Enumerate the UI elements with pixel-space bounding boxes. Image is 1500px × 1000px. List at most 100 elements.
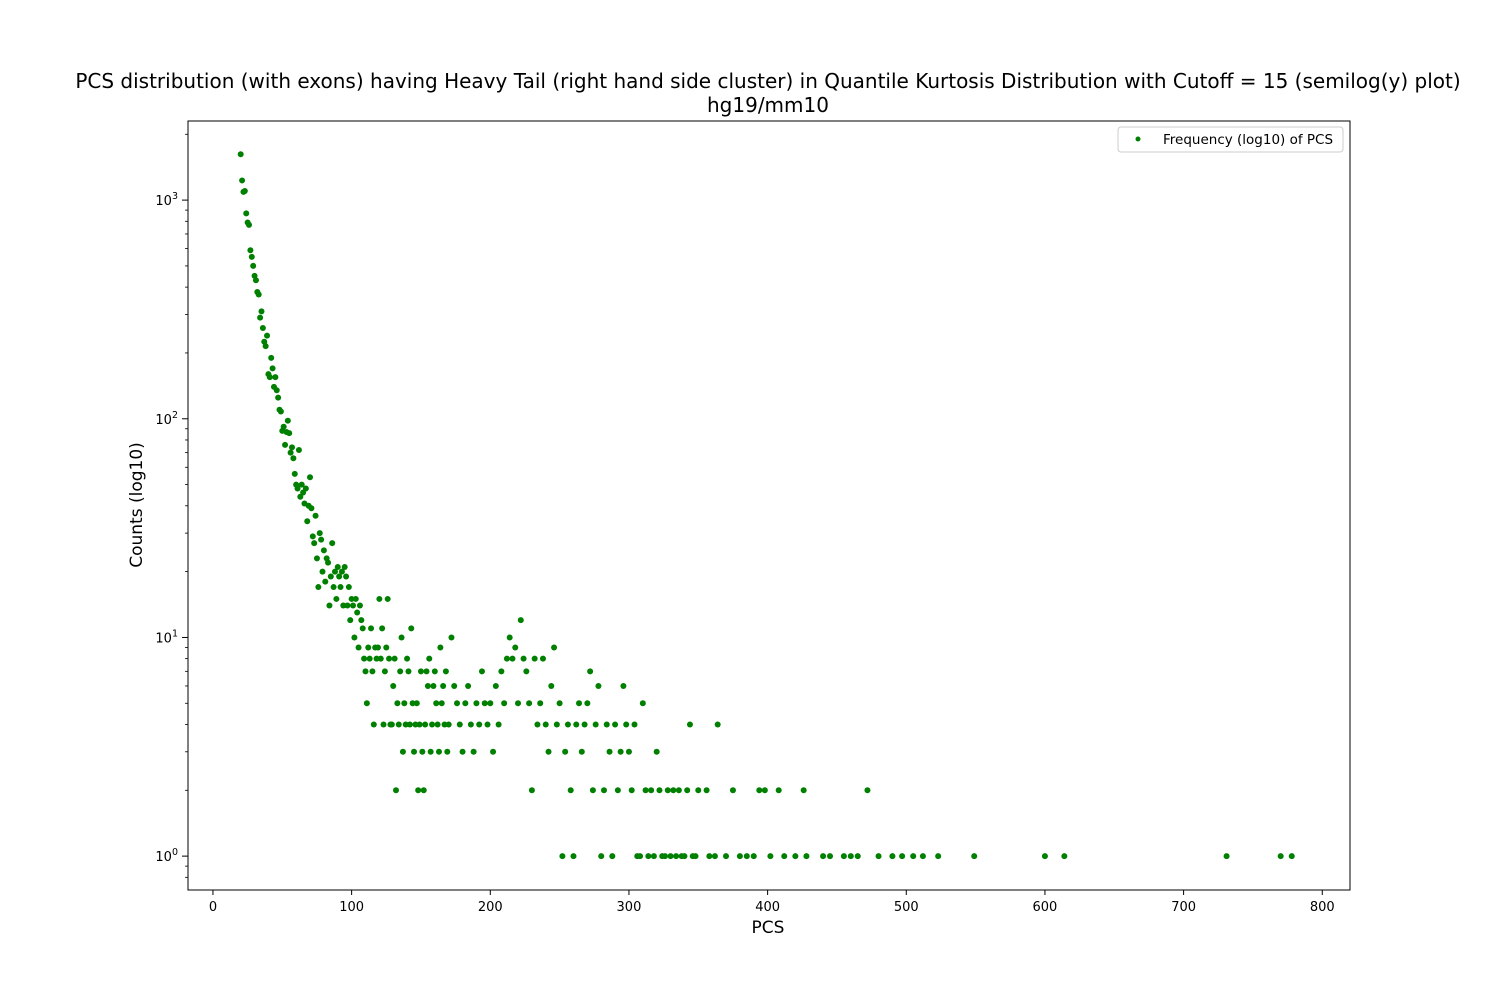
data-point	[800, 787, 807, 794]
data-point	[355, 644, 362, 651]
data-point	[275, 394, 282, 401]
data-point	[711, 853, 718, 860]
data-point	[359, 625, 366, 632]
data-point	[282, 441, 289, 448]
data-point	[423, 668, 430, 675]
data-point	[467, 721, 474, 728]
data-point	[374, 644, 381, 651]
data-point	[351, 634, 358, 641]
data-point	[792, 853, 799, 860]
data-point	[1223, 853, 1230, 860]
data-point	[237, 151, 244, 158]
data-point	[297, 493, 304, 500]
data-point	[377, 655, 384, 662]
data-point	[534, 721, 541, 728]
data-point	[379, 625, 386, 632]
data-point	[729, 787, 736, 794]
x-tick-label: 600	[1033, 900, 1058, 915]
data-point	[743, 853, 750, 860]
data-point	[354, 609, 361, 616]
data-point	[854, 853, 861, 860]
data-point	[419, 748, 426, 755]
data-point	[250, 262, 257, 269]
data-point	[259, 325, 266, 332]
data-point	[433, 700, 440, 707]
data-point	[503, 655, 510, 662]
data-point	[512, 644, 519, 651]
data-point	[326, 602, 333, 609]
data-point	[820, 853, 827, 860]
data-point	[595, 682, 602, 689]
data-point	[386, 655, 393, 662]
data-point	[402, 721, 409, 728]
data-point	[614, 787, 621, 794]
data-point	[827, 853, 834, 860]
data-point	[295, 446, 302, 453]
x-tick-label: 0	[209, 900, 217, 915]
data-point	[576, 700, 583, 707]
data-point	[600, 787, 607, 794]
data-point	[273, 387, 280, 394]
data-point	[307, 474, 314, 481]
data-point	[454, 700, 461, 707]
x-axis-label: PCS	[752, 918, 785, 938]
data-point	[298, 481, 305, 488]
data-point	[388, 721, 395, 728]
data-point	[545, 748, 552, 755]
data-point	[1061, 853, 1068, 860]
data-point	[487, 700, 494, 707]
data-point	[847, 853, 854, 860]
data-point	[315, 584, 322, 591]
data-point	[352, 595, 359, 602]
data-point	[318, 536, 325, 543]
data-point	[589, 787, 596, 794]
x-tick-label: 400	[755, 900, 780, 915]
y-tick-label: 101	[155, 628, 178, 646]
data-point	[427, 748, 434, 755]
data-point	[553, 721, 560, 728]
data-point	[465, 682, 472, 689]
data-point	[506, 634, 513, 641]
data-point	[520, 655, 527, 662]
data-point	[673, 853, 680, 860]
data-point	[289, 444, 295, 451]
y-tick-label: 103	[155, 191, 178, 209]
y-axis-label: Counts (log10)	[127, 442, 147, 568]
data-point	[840, 853, 847, 860]
data-point	[761, 787, 768, 794]
data-point	[606, 748, 613, 755]
data-point	[395, 721, 402, 728]
data-point	[304, 518, 311, 525]
data-point	[537, 700, 544, 707]
data-point	[623, 721, 630, 728]
data-point	[609, 853, 616, 860]
data-point	[420, 787, 427, 794]
data-point	[394, 700, 401, 707]
data-point	[340, 602, 347, 609]
data-point	[269, 365, 276, 372]
data-point	[383, 644, 390, 651]
data-point	[337, 584, 344, 591]
data-point	[478, 668, 485, 675]
data-point	[526, 700, 533, 707]
data-point	[459, 748, 466, 755]
data-point	[1277, 853, 1284, 860]
data-point	[445, 721, 452, 728]
data-point	[456, 721, 463, 728]
data-point	[416, 721, 423, 728]
data-point	[280, 423, 287, 430]
data-point	[899, 853, 906, 860]
legend-marker	[1135, 136, 1141, 142]
data-point	[631, 721, 638, 728]
data-point	[252, 277, 259, 284]
x-tick-label: 700	[1171, 900, 1196, 915]
data-point	[362, 668, 369, 675]
data-point	[426, 655, 433, 662]
data-point	[548, 682, 555, 689]
data-point	[542, 721, 549, 728]
plot-frame	[187, 120, 1351, 891]
x-tick-label: 500	[894, 900, 919, 915]
axis-ticks: 0 100 200 300 400 500 600 700 800 100 101 102 103	[155, 133, 1335, 915]
data-point	[412, 721, 419, 728]
